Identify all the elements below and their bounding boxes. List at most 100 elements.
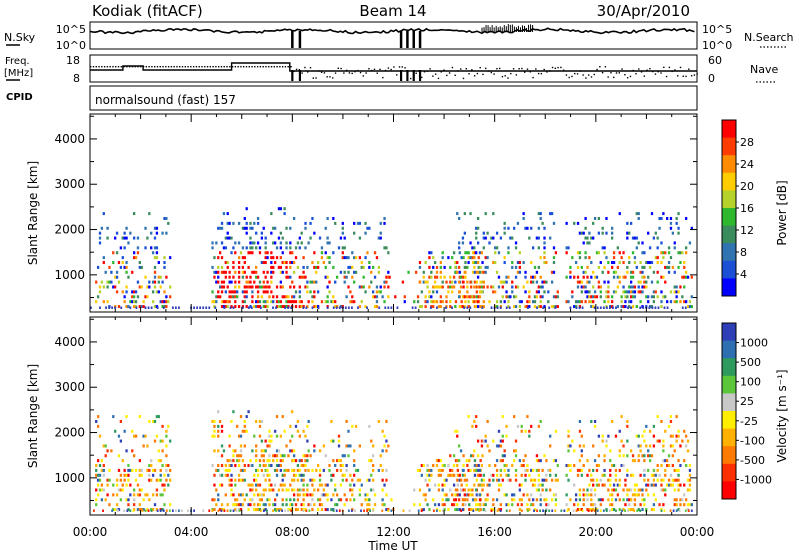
- echo-cell: [256, 305, 260, 309]
- echo-cell: [302, 478, 305, 482]
- echo-cell: [495, 246, 499, 250]
- echo-cell: [239, 508, 243, 512]
- echo-cell: [132, 251, 136, 255]
- echo-cell: [428, 275, 431, 279]
- nave-dot: [259, 66, 262, 68]
- echo-cell: [554, 509, 557, 512]
- nave-dot: [610, 72, 612, 74]
- echo-cell: [140, 265, 143, 269]
- echo-cell: [601, 231, 604, 235]
- echo-cell: [628, 256, 631, 260]
- echo-cell: [330, 498, 333, 502]
- echo-cell: [467, 415, 470, 419]
- echo-cell: [222, 449, 226, 453]
- echo-cell: [660, 261, 663, 265]
- echo-cell: [535, 498, 539, 502]
- echo-cell: [664, 251, 667, 255]
- echo-cell: [603, 468, 606, 472]
- echo-cell: [628, 261, 631, 265]
- echo-cell: [476, 503, 480, 507]
- nave-dot: [493, 73, 495, 75]
- echo-cell: [671, 464, 675, 468]
- echo-cell: [480, 290, 484, 294]
- echo-cell: [582, 270, 585, 274]
- echo-cell: [658, 216, 661, 220]
- echo-cell: [597, 483, 601, 487]
- echo-cell: [326, 493, 329, 497]
- echo-cell: [457, 498, 461, 502]
- echo-cell: [115, 251, 119, 255]
- echo-cell: [507, 503, 510, 507]
- echo-cell: [656, 236, 659, 240]
- nave-dot: [451, 66, 454, 69]
- echo-cell: [264, 285, 267, 289]
- echo-cell: [499, 280, 503, 284]
- echo-cell: [375, 256, 379, 260]
- echo-cell: [435, 265, 439, 269]
- echo-cell: [475, 280, 478, 284]
- echo-cell: [648, 306, 651, 309]
- echo-cell: [664, 280, 667, 284]
- echo-cell: [573, 503, 576, 507]
- echo-cell: [669, 415, 673, 419]
- echo-cell: [539, 483, 542, 487]
- echo-cell: [418, 265, 422, 269]
- nave-dot: [696, 73, 698, 75]
- echo-cell: [264, 246, 267, 250]
- echo-cell: [96, 265, 100, 269]
- echo-cell: [153, 468, 157, 472]
- nave-dot: [624, 74, 626, 76]
- echo-cell: [289, 226, 292, 230]
- echo-cell: [626, 493, 629, 497]
- echo-cell: [136, 280, 140, 284]
- echo-cell: [675, 468, 678, 472]
- echo-cell: [163, 473, 166, 477]
- echo-cell: [283, 295, 286, 299]
- echo-cell: [477, 464, 480, 468]
- echo-cell: [590, 493, 593, 497]
- echo-cell: [684, 306, 687, 309]
- echo-cell: [220, 444, 224, 448]
- echo-cell: [289, 261, 292, 265]
- echo-cell: [98, 488, 102, 492]
- echo-cell: [609, 493, 612, 497]
- echo-cell: [289, 246, 292, 250]
- echo-cell: [306, 483, 309, 487]
- echo-cell: [138, 468, 141, 472]
- nave-dot: [501, 75, 504, 78]
- echo-cell: [580, 468, 583, 472]
- echo-cell: [226, 261, 229, 265]
- echo-cell: [516, 270, 520, 274]
- echo-cell: [234, 300, 237, 304]
- echo-cell: [499, 503, 503, 507]
- echo-cell: [136, 251, 140, 255]
- echo-cell: [673, 290, 676, 294]
- nave-dot: [690, 75, 693, 77]
- echo-cell: [243, 444, 246, 448]
- echo-cell: [281, 251, 284, 255]
- echo-cell: [520, 498, 523, 502]
- echo-cell: [511, 236, 514, 240]
- echo-cell: [335, 275, 339, 279]
- echo-cell: [353, 483, 356, 487]
- echo-cell: [616, 275, 619, 279]
- echo-cell: [138, 503, 141, 507]
- echo-cell: [437, 488, 441, 492]
- echo-cell: [432, 256, 435, 260]
- echo-cell: [592, 468, 595, 472]
- echo-cell: [345, 444, 348, 448]
- echo-cell: [660, 216, 663, 220]
- echo-cell: [222, 212, 226, 216]
- echo-cell: [345, 468, 348, 472]
- echo-cell: [262, 503, 265, 507]
- echo-cell: [420, 473, 423, 477]
- echo-cell: [541, 285, 544, 289]
- echo-cell: [300, 305, 303, 309]
- echo-cell: [618, 498, 621, 502]
- echo-cell: [524, 468, 527, 472]
- echo-cell: [151, 473, 155, 477]
- echo-cell: [345, 478, 348, 482]
- echo-cell: [115, 508, 119, 512]
- echo-cell: [637, 488, 640, 492]
- echo-cell: [351, 493, 354, 497]
